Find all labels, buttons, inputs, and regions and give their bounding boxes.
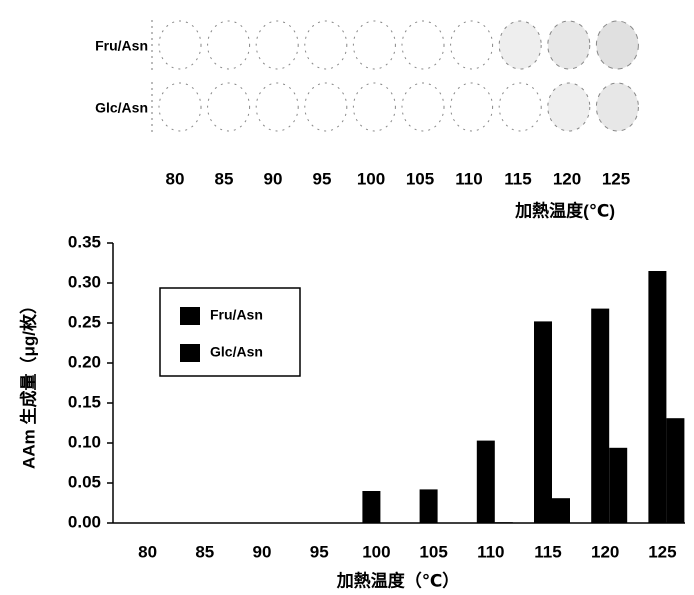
photo-sample: [256, 83, 298, 131]
photo-temperature-label: 120: [553, 169, 581, 188]
photo-temperature-label: 85: [215, 169, 234, 188]
photo-temperature-label: 110: [455, 169, 482, 188]
bar: [420, 489, 438, 523]
legend-box: [160, 288, 300, 376]
x-tick-label: 110: [477, 542, 504, 561]
photo-temperature-label: 90: [264, 169, 283, 188]
photo-sample: [451, 21, 493, 69]
x-tick-label: 95: [310, 542, 329, 561]
photo-sample: [499, 83, 541, 131]
bar: [362, 491, 380, 523]
x-tick-label: 100: [362, 542, 390, 561]
photo-temperature-label: 100: [357, 169, 385, 188]
y-tick-label: 0.20: [68, 352, 101, 371]
legend-swatch: [180, 307, 200, 325]
photo-sample: [159, 83, 201, 131]
photo-temperature-label: 80: [166, 169, 185, 188]
bar: [666, 418, 684, 523]
photo-temperature-label: 125: [602, 169, 630, 188]
photo-sample: [208, 21, 250, 69]
bar: [534, 321, 552, 523]
bar: [477, 441, 495, 523]
photo-sample: [256, 21, 298, 69]
photo-sample: [208, 83, 250, 131]
x-tick-label: 90: [253, 542, 272, 561]
bar: [495, 522, 513, 523]
figure: Fru/Asn Glc/Asn 80 85 90 95 100 105 110 115 120 125…: [0, 0, 694, 595]
y-axis-label: AAm 生成量（μg/枚）: [18, 297, 38, 469]
y-tick-label: 0.15: [68, 392, 101, 411]
photo-x-label: 加熱温度(℃): [514, 200, 615, 220]
photo-temperature-label: 95: [313, 169, 332, 188]
photo-sample: [548, 21, 590, 69]
y-tick-label: 0.25: [68, 312, 101, 331]
photo-temperature-label: 105: [406, 169, 434, 188]
x-tick-label: 85: [195, 542, 214, 561]
photo-sample: [159, 21, 201, 69]
x-tick-label: 80: [138, 542, 157, 561]
photo-sample: [402, 83, 444, 131]
y-tick-label: 0.30: [68, 272, 101, 291]
photo-row-label: Glc/Asn: [95, 100, 148, 116]
x-tick-label: 105: [419, 542, 447, 561]
y-tick-label: 0.35: [68, 232, 101, 251]
photo-sample: [305, 83, 347, 131]
x-tick-label: 125: [648, 542, 676, 561]
bar: [609, 448, 627, 523]
photo-sample: [305, 21, 347, 69]
photo-sample: [402, 21, 444, 69]
bar: [552, 498, 570, 523]
y-tick-label: 0.00: [68, 512, 101, 531]
photo-sample: [353, 83, 395, 131]
photo-sample: [499, 21, 541, 69]
photo-sample: [548, 83, 590, 131]
bar: [648, 271, 666, 523]
photo-panel: Fru/Asn Glc/Asn 80 85 90 95 100 105 110 115 120 125: [95, 20, 638, 188]
legend-label: Glc/Asn: [210, 344, 263, 360]
photo-sample: [596, 83, 638, 131]
photo-sample: [596, 21, 638, 69]
legend-label: Fru/Asn: [210, 307, 263, 323]
x-axis-label: 加熱温度（℃）: [336, 570, 460, 590]
photo-sample: [451, 83, 493, 131]
legend-swatch: [180, 344, 200, 362]
x-tick-label: 120: [591, 542, 619, 561]
bar: [591, 309, 609, 523]
y-tick-label: 0.10: [68, 432, 101, 451]
x-tick-label: 115: [534, 542, 561, 561]
y-tick-label: 0.05: [68, 472, 101, 491]
photo-temperature-label: 115: [504, 169, 531, 188]
photo-sample: [353, 21, 395, 69]
photo-row-label: Fru/Asn: [95, 38, 148, 54]
